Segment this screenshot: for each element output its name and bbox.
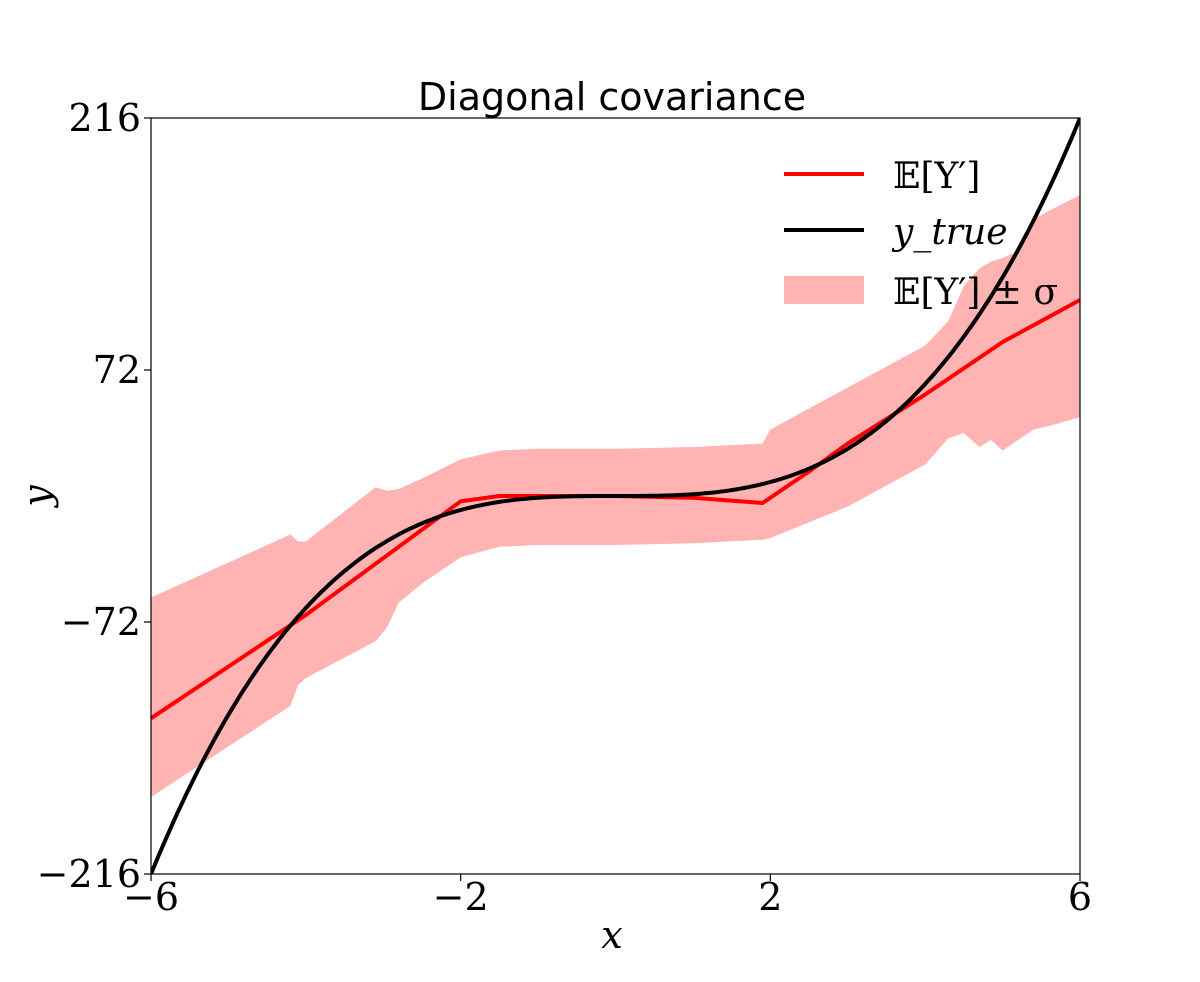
legend-band-label: 𝔼[Y′] ± σ	[893, 272, 1058, 313]
y-axis-label: y	[15, 485, 59, 509]
y-tick-label: −72	[61, 600, 141, 644]
legend-mean-label: 𝔼[Y′]	[893, 156, 980, 197]
line-layer	[151, 118, 1080, 874]
legend-true-label: y_true	[891, 212, 1008, 253]
x-tick-label: −6	[123, 875, 179, 919]
x-tick-label: 6	[1068, 875, 1092, 919]
x-axis-label: x	[601, 913, 622, 957]
ticks-layer: −6 −2 2 6 −216 −72 72 216	[37, 96, 1092, 919]
plot-frame	[150, 117, 1081, 875]
y-tick-label: 72	[93, 348, 141, 392]
x-tick-label: −2	[433, 875, 489, 919]
legend-band-swatch	[784, 276, 864, 304]
x-tick-label: 2	[758, 875, 782, 919]
chart-title: Diagonal covariance	[418, 75, 806, 119]
y-tick-label: 216	[68, 96, 141, 140]
legend: 𝔼[Y′] y_true 𝔼[Y′] ± σ	[784, 156, 1058, 313]
y-tick-label: −216	[37, 852, 141, 896]
plot-area	[151, 118, 1080, 874]
true-function-line	[151, 118, 1080, 874]
